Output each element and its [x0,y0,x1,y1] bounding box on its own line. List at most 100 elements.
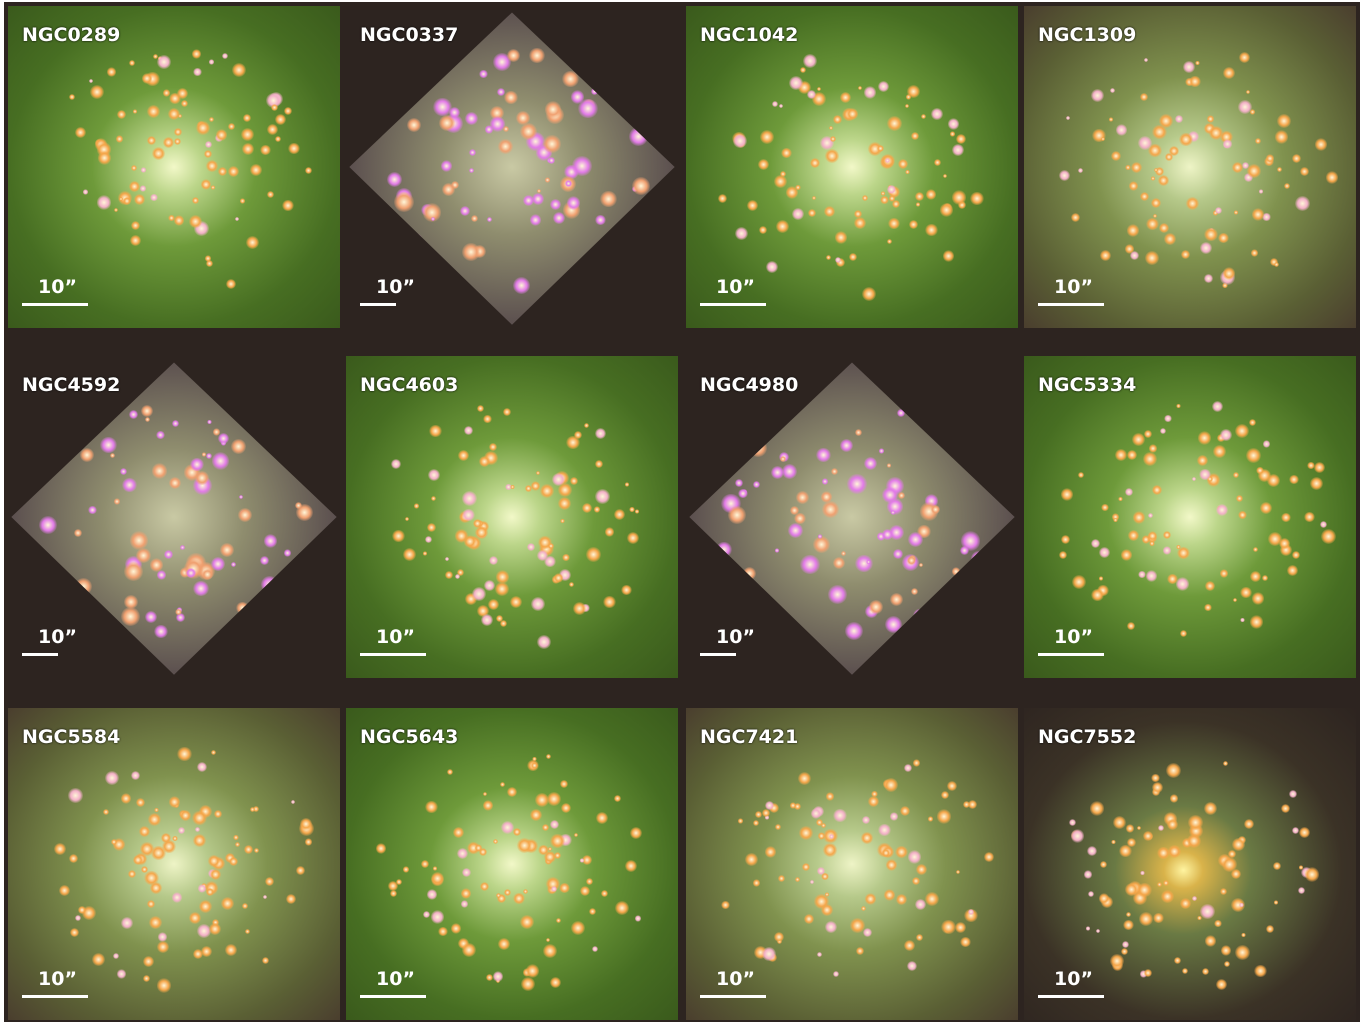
star-cluster [525,485,532,492]
star-cluster [557,496,571,511]
star-cluster [1273,900,1279,905]
star-cluster [795,877,800,882]
star-cluster [757,159,769,171]
star-cluster [451,181,460,190]
star-cluster [926,189,937,200]
star-cluster [164,550,173,559]
star-cluster [974,574,990,590]
star-cluster [861,286,876,301]
star-cluster [131,771,141,781]
star-cluster [925,892,939,906]
star-cluster [624,859,637,873]
galaxy-name: NGC4603 [360,374,459,396]
star-cluster [614,795,622,803]
star-cluster [629,507,635,513]
scale-bar [1038,995,1104,998]
star-cluster [1125,911,1131,918]
star-cluster [530,481,541,491]
star-cluster [631,176,651,196]
star-cluster [440,159,453,172]
star-cluster [178,113,183,118]
star-cluster [430,216,436,222]
galaxy-image [686,6,1018,328]
star-cluster [272,445,282,455]
star-cluster [123,197,132,206]
star-cluster [151,146,165,160]
star-cluster [568,581,574,587]
star-cluster [717,194,727,204]
star-cluster [124,595,138,609]
star-cluster [210,184,216,190]
star-cluster [919,563,924,568]
star-cluster [174,127,182,136]
star-cluster [130,221,141,231]
star-cluster [470,214,478,222]
star-cluster [156,431,165,440]
star-cluster [151,845,166,861]
star-cluster [192,196,200,204]
star-cluster [485,973,493,982]
star-cluster [881,528,893,540]
star-cluster [1287,565,1298,576]
star-cluster [896,409,906,418]
star-cluster [960,530,981,551]
star-cluster [168,215,175,222]
star-cluster [1142,452,1157,467]
star-cluster [530,214,542,226]
star-cluster [1157,174,1169,187]
star-cluster [181,99,188,107]
star-cluster [942,174,947,179]
star-cluster [1214,920,1222,928]
star-cluster [1115,124,1128,136]
star-cluster [793,802,801,810]
star-cluster [495,570,510,584]
star-cluster [1186,833,1201,848]
star-cluster [69,927,80,938]
star-cluster [480,613,493,626]
star-cluster [593,506,600,513]
star-cluster [250,807,255,812]
star-cluster [614,508,625,520]
star-cluster [779,170,786,177]
star-cluster [1085,925,1091,931]
star-cluster [1221,857,1237,873]
star-cluster [1234,423,1250,438]
star-cluster [190,457,204,472]
star-cluster [634,509,639,514]
star-cluster [820,903,833,916]
star-cluster [891,510,896,515]
star-cluster [118,196,123,201]
star-cluster [235,217,240,222]
star-cluster [857,85,863,91]
star-cluster [96,195,112,210]
star-cluster [1314,138,1328,151]
star-cluster [461,942,477,958]
star-cluster [796,491,809,504]
star-cluster [210,869,222,881]
star-cluster [782,463,797,479]
star-cluster [141,73,153,84]
star-cluster [282,199,294,212]
star-cluster [911,412,918,419]
star-cluster [1222,760,1228,766]
star-cluster [135,797,145,807]
star-cluster [168,796,181,808]
star-cluster [833,808,848,823]
star-cluster [1178,132,1193,147]
star-cluster [876,532,886,541]
star-cluster [541,824,549,831]
star-cluster [548,543,554,550]
star-cluster [907,960,918,971]
star-cluster [907,531,924,547]
star-cluster [228,122,235,130]
galaxy-name: NGC0337 [360,24,459,46]
star-cluster [274,136,281,143]
star-cluster [78,906,87,915]
galaxy-name: NGC7421 [700,726,799,748]
star-cluster [454,573,461,580]
star-cluster [1059,169,1071,181]
star-cluster [1247,164,1261,178]
star-cluster [1199,468,1211,481]
star-cluster [1125,488,1134,497]
star-cluster [116,109,127,120]
